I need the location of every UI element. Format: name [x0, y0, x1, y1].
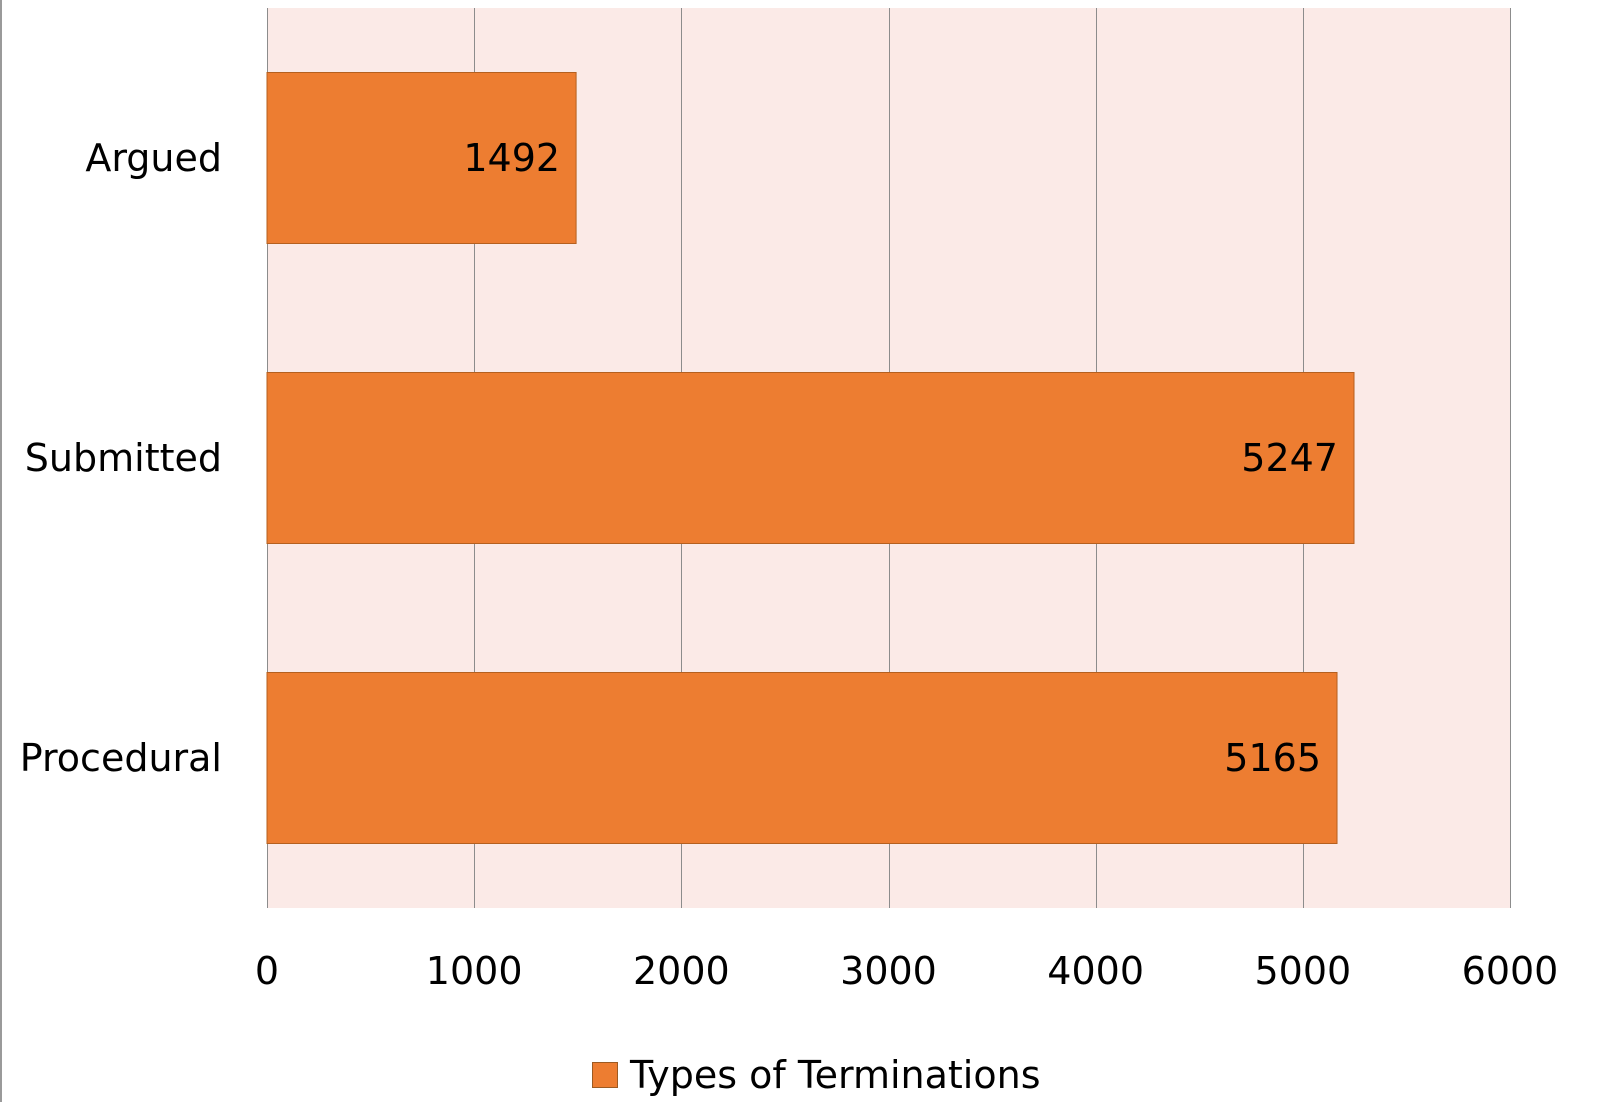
x-tick-label-5000: 5000	[1254, 949, 1351, 993]
bar-procedural	[266, 672, 1338, 844]
bar-submitted	[266, 372, 1355, 544]
data-labels: 1492 5247 5165	[463, 136, 1338, 780]
category-label-argued: Argued	[85, 136, 222, 180]
bar-argued	[266, 72, 577, 244]
x-tick-label-0: 0	[255, 949, 279, 993]
data-label-submitted: 5247	[1241, 436, 1338, 480]
page-left-border	[0, 0, 2, 1102]
bars	[266, 72, 1355, 844]
data-label-argued: 1492	[463, 136, 560, 180]
legend-label: Types of Terminations	[630, 1053, 1041, 1097]
category-label-submitted: Submitted	[25, 436, 222, 480]
legend: Types of Terminations	[592, 1050, 1041, 1100]
data-label-procedural: 5165	[1224, 736, 1321, 780]
legend-swatch	[592, 1062, 618, 1088]
x-tick-label-3000: 3000	[840, 949, 937, 993]
x-tick-labels: 0 1000 2000 3000 4000 5000 6000	[255, 949, 1558, 993]
category-labels: Argued Submitted Procedural	[20, 136, 222, 780]
x-tick-label-1000: 1000	[426, 949, 523, 993]
x-tick-label-4000: 4000	[1047, 949, 1144, 993]
x-tick-label-6000: 6000	[1462, 949, 1559, 993]
category-label-procedural: Procedural	[20, 736, 222, 780]
x-tick-label-2000: 2000	[633, 949, 730, 993]
bar-chart: Argued Submitted Procedural 0 1000 2000 3000 4…	[20, 8, 1558, 993]
